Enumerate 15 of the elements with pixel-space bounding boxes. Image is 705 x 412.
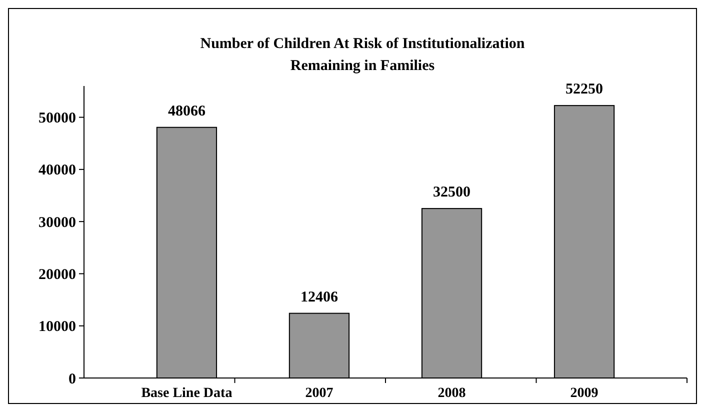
y-tick-label: 20000: [38, 266, 76, 283]
y-tick-label: 30000: [38, 214, 76, 231]
x-tick-label: Base Line Data: [141, 386, 232, 401]
data-label: 12406: [300, 289, 338, 306]
x-tick-label: 2009: [570, 386, 598, 401]
y-tick-label: 40000: [38, 162, 76, 179]
y-tick-label: 0: [68, 371, 76, 388]
y-tick-label: 50000: [38, 110, 76, 127]
chart-title: Number of Children At Risk of Institutionalization Remaining in Families: [200, 36, 526, 74]
data-label: 32500: [433, 184, 471, 201]
y-tick-label: 10000: [38, 319, 76, 336]
data-label: 48066: [168, 103, 206, 120]
x-tick-label: 2007: [305, 386, 334, 401]
data-label: 52250: [566, 82, 604, 98]
x-tick-label: 2008: [438, 386, 466, 401]
